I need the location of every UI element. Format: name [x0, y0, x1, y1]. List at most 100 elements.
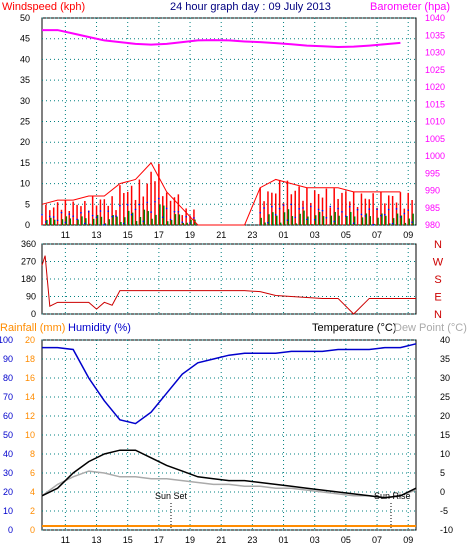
wind-avg-point: [298, 208, 300, 210]
wind-avg-point: [306, 218, 308, 221]
wind-avg-point: [313, 218, 316, 221]
compass-letter: S: [434, 274, 441, 286]
direction-tick-label: 360: [21, 239, 36, 249]
wind-avg-point: [48, 215, 51, 218]
barometer-line: [42, 29, 401, 48]
wind-avg-point: [193, 217, 195, 219]
wind-avg-point: [185, 215, 187, 218]
wind-avg-point: [103, 223, 106, 226]
x-tick-label: 03: [310, 535, 320, 545]
x-tick-label: 01: [279, 535, 289, 545]
humidity-tick-label: 20: [3, 487, 13, 497]
humidity-tick-label: 80: [3, 373, 13, 383]
rainfall-tick-label: 12: [25, 411, 35, 421]
compass-letter: W: [433, 257, 444, 269]
wind-avg-point: [376, 208, 378, 211]
wind-avg-point: [387, 208, 390, 211]
rainfall-tick-label: 8: [30, 449, 35, 459]
dewpoint-line: [41, 470, 417, 499]
windspeed-line: [41, 162, 401, 226]
wind-avg-point: [60, 211, 63, 214]
temperature-tick-label: 20: [440, 411, 450, 421]
compass-letter: N: [434, 239, 442, 251]
y-tick-label-right: 1020: [425, 82, 445, 92]
wind-avg-point: [119, 204, 121, 207]
wind-avg-point: [161, 216, 164, 218]
wind-avg-point: [395, 208, 398, 210]
temperature-tick-label: 5: [440, 468, 445, 478]
rainfall-tick-label: 2: [30, 506, 35, 516]
wind-avg-point: [259, 211, 261, 214]
wind-avg-point: [64, 221, 67, 224]
wind-avg-point: [368, 208, 371, 210]
wind-avg-point: [380, 214, 382, 217]
wind-avg-point: [111, 215, 113, 218]
humidity-label: Humidity (%): [68, 322, 131, 334]
wind-avg-point: [302, 207, 304, 209]
y-tick-label-right: 1010: [425, 117, 445, 127]
wind-avg-point: [278, 207, 281, 210]
x-tick-label: 11: [61, 535, 70, 545]
wind-avg-point: [290, 203, 293, 206]
wind-avg-point: [84, 222, 86, 225]
y-tick-label-left: 0: [25, 220, 30, 230]
x-tick-label: 21: [216, 535, 226, 545]
rainfall-tick-label: 14: [25, 392, 35, 402]
rainfall-tick-label: 4: [30, 487, 35, 497]
humidity-tick-label: 50: [3, 430, 13, 440]
temperature-tick-label: 30: [440, 373, 450, 383]
wind-avg-point: [177, 210, 180, 213]
wind-avg-point: [286, 219, 289, 221]
humidity-tick-label: 40: [3, 449, 13, 459]
y-tick-label-right: 1040: [425, 13, 445, 23]
wind-avg-point: [337, 207, 339, 210]
wind-avg-point: [181, 221, 184, 223]
wind-avg-point: [52, 216, 55, 218]
wind-avg-point: [348, 205, 351, 208]
wind-avg-point: [345, 215, 347, 218]
wind-avg-point: [282, 204, 285, 206]
x-tick-label: 11: [61, 230, 70, 240]
x-tick-label: 23: [247, 535, 257, 545]
y-tick-label-right: 985: [425, 203, 440, 213]
y-tick-label-left: 35: [20, 75, 30, 85]
x-tick-label: 07: [372, 535, 382, 545]
wind-avg-point: [263, 207, 265, 209]
y-tick-label-left: 30: [20, 96, 30, 106]
dewpoint-label: Dew Point (°C): [394, 322, 467, 334]
y-tick-label-left: 50: [20, 13, 30, 23]
humidity-tick-label: 90: [3, 354, 13, 364]
rainfall-tick-label: 20: [25, 335, 35, 345]
wind-avg-point: [310, 205, 312, 208]
y-tick-label-right: 995: [425, 168, 440, 178]
humidity-tick-label: 70: [3, 392, 13, 402]
wind-avg-point: [126, 204, 129, 206]
rainfall-tick-label: 6: [30, 468, 35, 478]
wind-avg-point: [150, 211, 152, 213]
y-tick-label-right: 1035: [425, 30, 445, 40]
wind-avg-point: [165, 207, 168, 210]
y-tick-label-left: 25: [20, 117, 30, 127]
wind-avg-point: [271, 205, 273, 208]
x-tick-label: 21: [216, 230, 226, 240]
direction-tick-label: 180: [21, 274, 36, 284]
wind-avg-point: [325, 216, 328, 219]
x-tick-label: 05: [341, 230, 351, 240]
wind-avg-point: [138, 203, 141, 206]
direction-tick-label: 90: [26, 292, 36, 302]
humidity-tick-label: 10: [3, 506, 13, 516]
temperature-tick-label: 25: [440, 392, 450, 402]
wind-avg-point: [384, 213, 386, 216]
x-tick-label: 09: [403, 230, 413, 240]
windspeed-plot-area: [41, 17, 417, 226]
wind-avg-point: [391, 222, 394, 225]
y-tick-label-right: 1000: [425, 151, 445, 161]
y-tick-label-right: 1030: [425, 48, 445, 58]
wind-avg-point: [158, 197, 160, 200]
wind-avg-point: [364, 215, 367, 217]
rainfall-tick-label: 10: [25, 430, 35, 440]
y-tick-label-left: 40: [20, 54, 30, 64]
